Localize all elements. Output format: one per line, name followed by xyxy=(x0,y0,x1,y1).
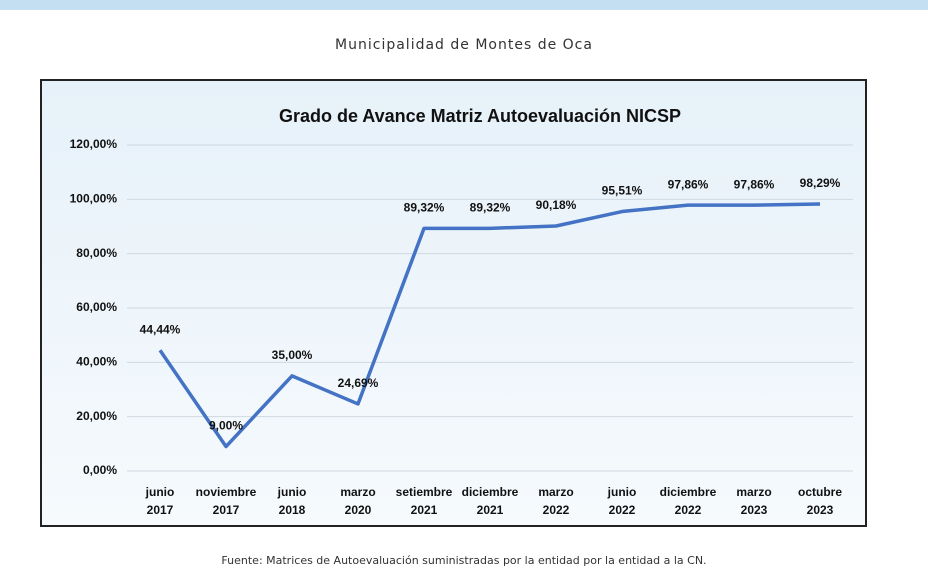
data-label: 98,29% xyxy=(800,176,841,190)
x-tick-label: marzo 2020 xyxy=(340,485,375,517)
data-line xyxy=(158,202,821,449)
header: Municipalidad de Montes de Oca xyxy=(335,37,593,53)
x-tick-label: diciembre 2021 xyxy=(462,485,519,517)
data-label: 35,00% xyxy=(272,348,313,362)
data-label: 9,00% xyxy=(209,419,243,433)
x-tick-label: junio 2017 xyxy=(145,485,175,517)
data-label: 97,86% xyxy=(734,177,775,191)
data-label: 44,44% xyxy=(140,322,181,336)
data-label: 24,69% xyxy=(338,376,379,390)
data-label: 95,51% xyxy=(602,184,643,198)
y-tick-label: 100,00% xyxy=(70,192,118,206)
chart-frame xyxy=(40,79,867,527)
data-label: 89,32% xyxy=(404,201,445,215)
x-tick-label: noviembre 2017 xyxy=(196,485,257,517)
data-label: 89,32% xyxy=(470,201,511,215)
x-tick-label: marzo 2022 xyxy=(538,485,573,517)
x-tick-label: diciembre 2022 xyxy=(660,485,717,517)
x-tick-label: junio 2022 xyxy=(607,485,637,517)
y-tick-label: 60,00% xyxy=(76,300,117,314)
y-tick-label: 120,00% xyxy=(70,137,118,151)
source: Fuente: Matrices de Autoevaluación sumin… xyxy=(221,554,706,567)
chart-title: Grado de Avance Matriz Autoevaluación NI… xyxy=(279,106,681,126)
x-tick-label: marzo 2023 xyxy=(736,485,771,517)
y-tick-label: 40,00% xyxy=(76,355,117,369)
y-tick-label: 20,00% xyxy=(76,409,117,423)
y-tick-label: 0,00% xyxy=(83,463,117,477)
data-label: 97,86% xyxy=(668,177,709,191)
x-tick-label: junio 2018 xyxy=(277,485,307,517)
top-bar xyxy=(0,0,928,10)
x-tick-label: octubre 2023 xyxy=(798,485,842,517)
y-tick-label: 80,00% xyxy=(76,246,117,260)
x-tick-label: setiembre 2021 xyxy=(396,485,453,517)
data-label: 90,18% xyxy=(536,198,577,212)
